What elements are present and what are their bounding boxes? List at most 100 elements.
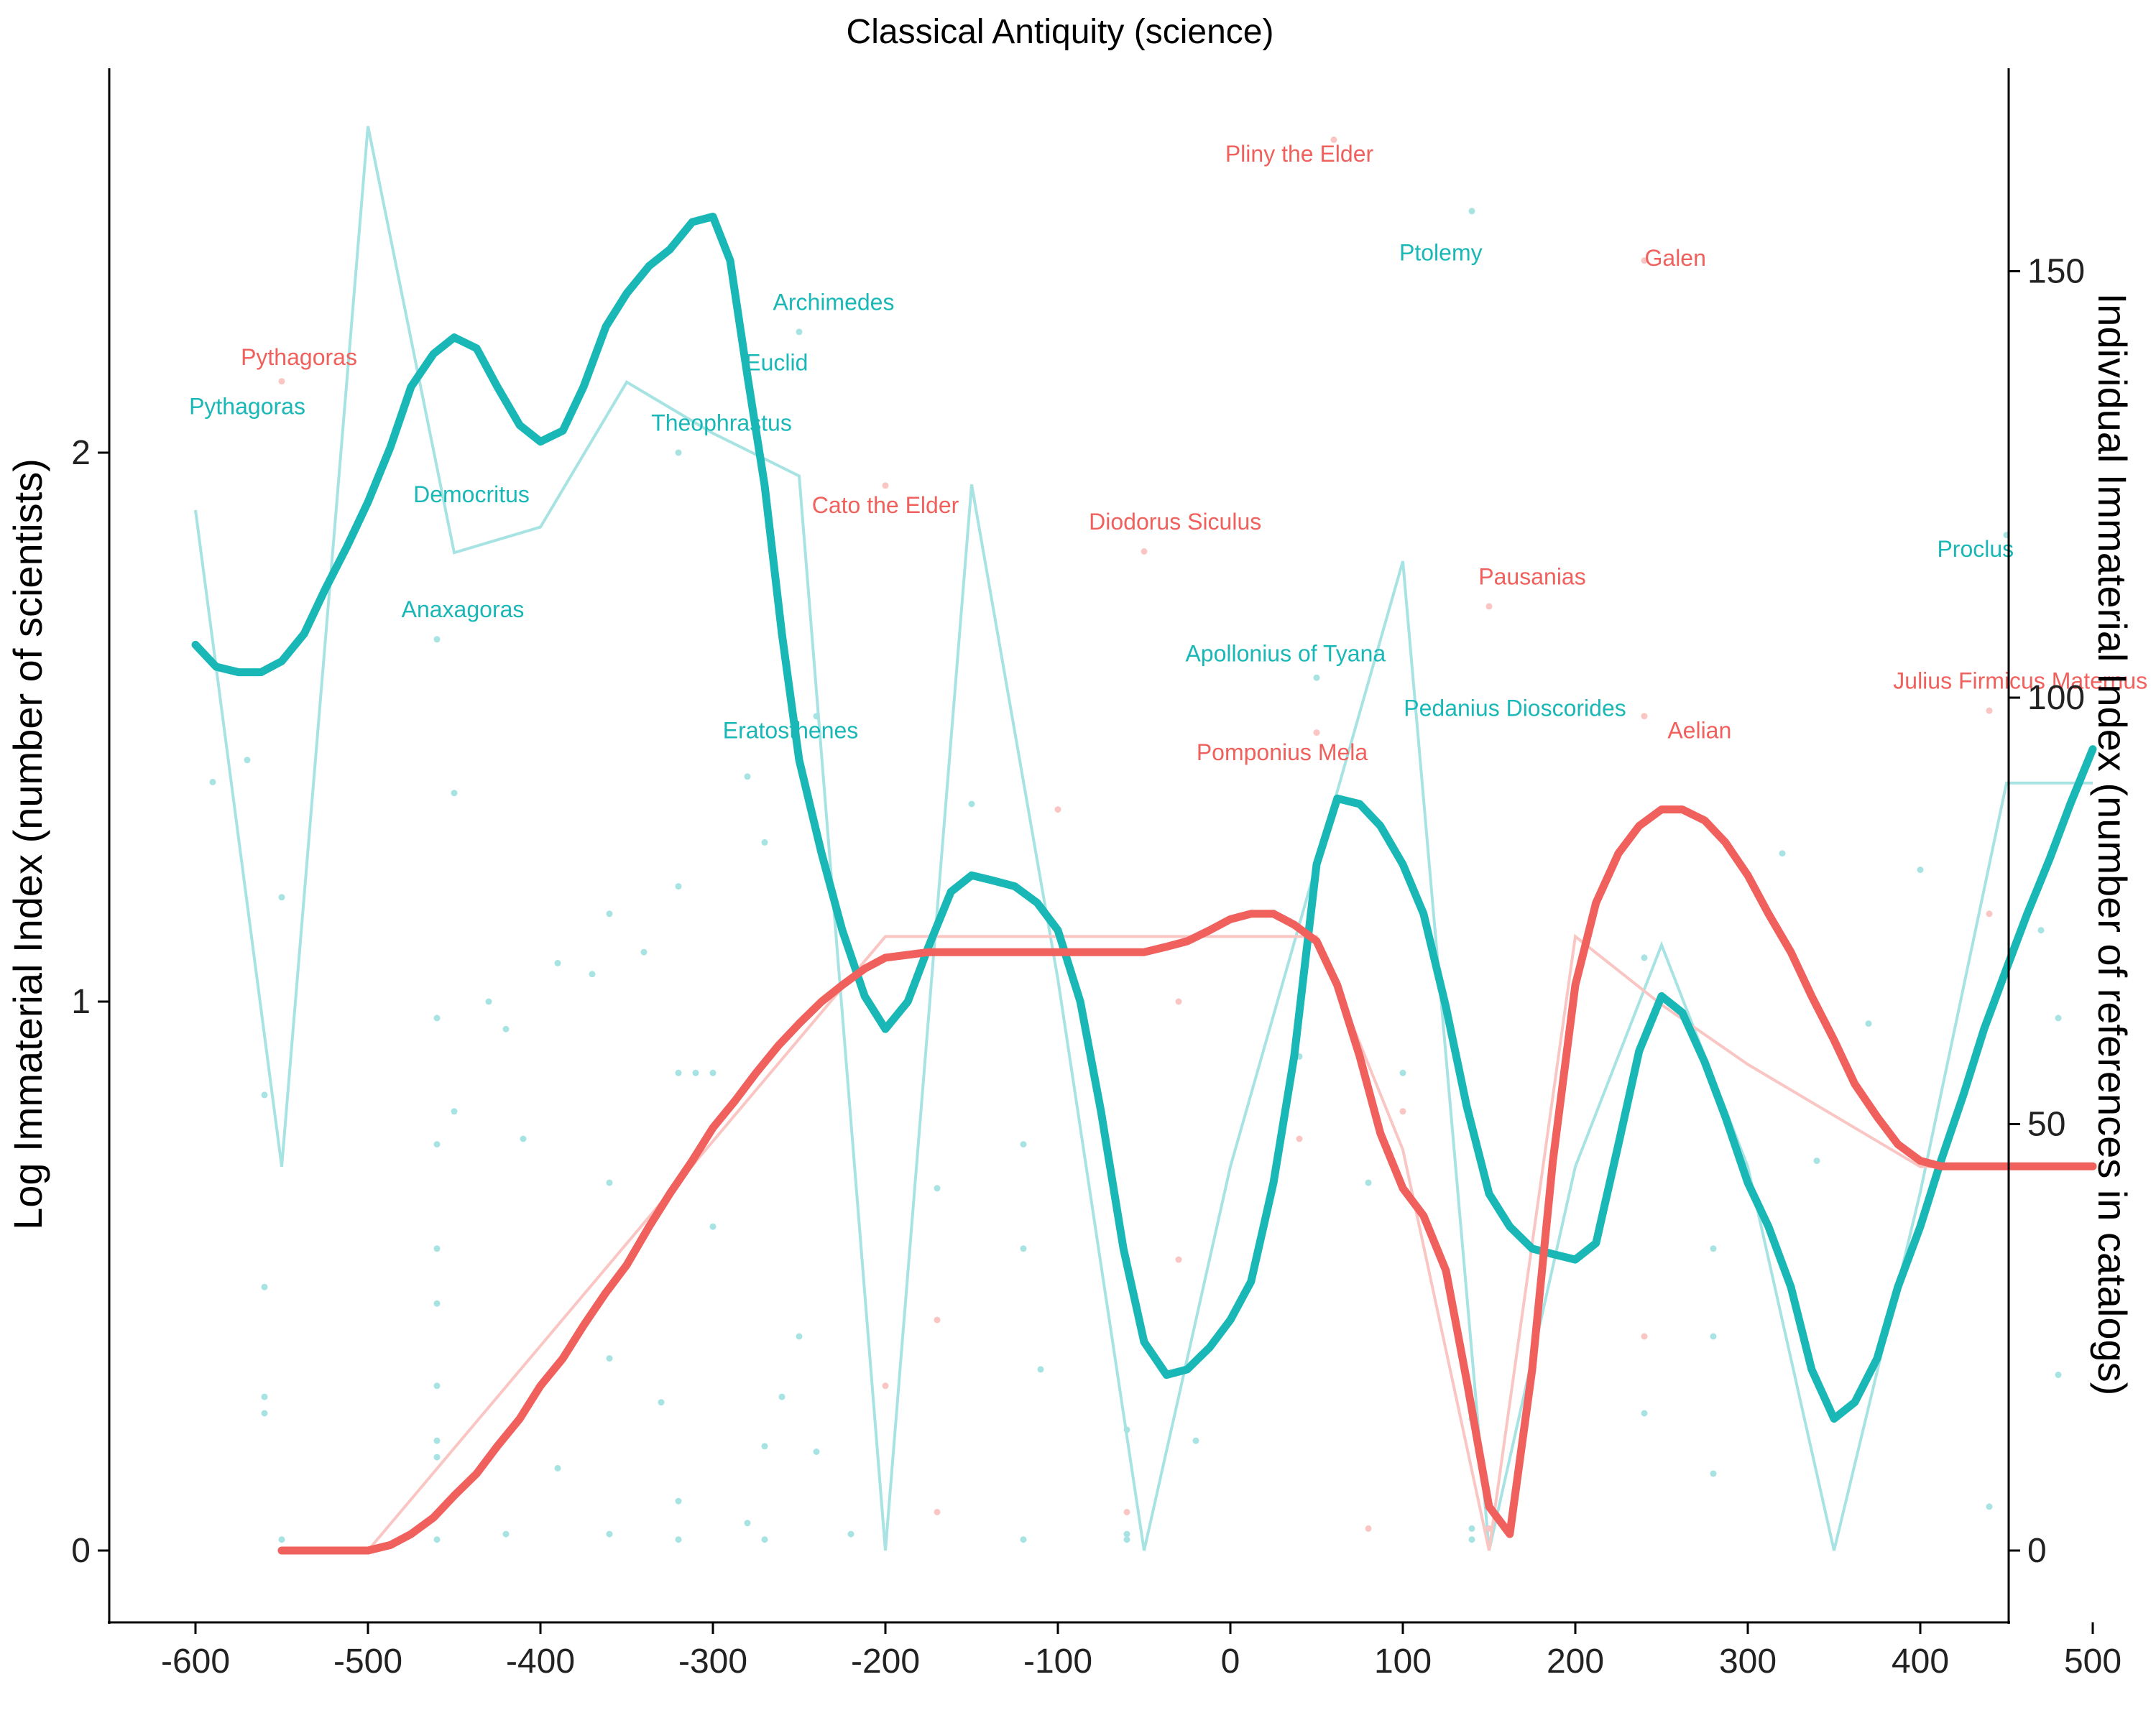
x-tick-label: -200: [851, 1642, 920, 1681]
data-point-teal: [554, 1464, 561, 1471]
data-point-teal: [778, 1393, 786, 1400]
data-point-teal: [1986, 1503, 1993, 1510]
data-point-teal: [433, 1454, 441, 1461]
data-point-teal: [744, 1520, 751, 1527]
data-point-red: [1399, 1108, 1406, 1115]
data-point-teal: [451, 1108, 458, 1115]
individual-line-red: [282, 933, 2093, 1552]
data-point-teal: [1468, 1536, 1475, 1543]
annotations-layer: Pythagoras Pythagoras Democritus Anaxagoras…: [189, 141, 2147, 765]
data-point-teal: [1468, 208, 1475, 215]
annotation-label: Pedanius Dioscorides: [1404, 696, 1626, 721]
x-tick-label: 200: [1547, 1642, 1604, 1681]
data-point-teal: [1710, 1245, 1717, 1252]
data-point-teal: [761, 838, 768, 846]
data-point-red: [882, 482, 889, 489]
data-point-teal: [1365, 1179, 1372, 1186]
data-point-teal: [502, 1530, 510, 1538]
x-tick-label: 100: [1374, 1642, 1432, 1681]
data-point-teal: [606, 1355, 613, 1362]
annotation-label: Anaxagoras: [402, 596, 525, 622]
data-point-teal: [675, 1536, 682, 1543]
data-point-teal: [1779, 850, 1786, 857]
data-point-teal: [278, 1536, 285, 1543]
data-point-teal: [433, 636, 441, 643]
data-point-teal: [709, 1069, 717, 1076]
data-point-teal: [554, 960, 561, 966]
x-tick-label: 0: [1221, 1642, 1240, 1681]
data-point-red: [1365, 1525, 1372, 1532]
left-axis-label: Log Immaterial Index (number of scientis…: [5, 458, 50, 1230]
y-right-tick-label: 100: [2027, 679, 2085, 717]
data-point-teal: [1192, 1437, 1199, 1444]
data-point-teal: [761, 1536, 768, 1543]
data-point-teal: [2055, 1015, 2062, 1022]
data-point-teal: [485, 998, 492, 1005]
smooth-line-teal: [191, 213, 2097, 1423]
data-point-red: [1054, 806, 1061, 813]
annotation-label: Pliny the Elder: [1225, 141, 1374, 167]
annotation-label: Julius Firmicus Maternus: [1893, 668, 2147, 694]
data-point-red: [1296, 1135, 1303, 1142]
data-point-teal: [278, 894, 285, 901]
annotation-label: Cato the Elder: [812, 492, 959, 518]
data-point-red: [1313, 729, 1320, 736]
y-left-tick-label: 1: [71, 983, 91, 1021]
data-point-red: [1641, 713, 1648, 720]
annotation-label: Pausanias: [1478, 563, 1585, 589]
data-point-teal: [261, 1283, 268, 1290]
data-point-teal: [261, 1091, 268, 1099]
data-point-teal: [589, 971, 596, 978]
smooth-line-red: [277, 805, 2097, 1555]
annotation-label: Theophrastus: [651, 410, 792, 435]
data-point-teal: [1917, 867, 1924, 874]
data-point-red: [1986, 910, 1993, 918]
ticks-layer: -600 -500 -400 -300 -200 -100 0 100 200 300 400 500…: [71, 253, 2122, 1681]
data-point-teal: [1468, 1525, 1475, 1532]
data-point-teal: [675, 1497, 682, 1505]
data-point-teal: [1037, 1366, 1044, 1373]
data-point-teal: [433, 1536, 441, 1543]
data-point-teal: [433, 1382, 441, 1390]
data-point-red: [1641, 257, 1648, 264]
data-point-teal: [675, 883, 682, 890]
data-point-teal: [606, 1530, 613, 1538]
data-point-teal: [606, 910, 613, 918]
data-point-teal: [640, 948, 648, 956]
data-point-red: [1641, 1333, 1648, 1340]
data-point-teal: [1020, 1141, 1027, 1148]
x-tick-label: -400: [506, 1642, 575, 1681]
annotation-label: Diodorus Siculus: [1089, 509, 1261, 535]
data-point-teal: [433, 1141, 441, 1148]
data-point-teal: [1710, 1333, 1717, 1340]
data-point-teal: [692, 1069, 699, 1076]
data-point-teal: [1399, 1069, 1406, 1076]
data-point-teal: [433, 1437, 441, 1444]
data-point-teal: [451, 790, 458, 797]
data-point-teal: [675, 1069, 682, 1076]
annotation-label: Ptolemy: [1399, 240, 1483, 266]
data-point-teal: [813, 1449, 820, 1455]
data-point-red: [1141, 548, 1148, 555]
data-point-teal: [502, 1025, 510, 1032]
data-point-teal: [606, 1179, 613, 1186]
annotation-label: Democritus: [413, 481, 530, 507]
data-point-red: [882, 1382, 889, 1390]
data-point-teal: [968, 800, 975, 808]
data-point-red: [934, 1316, 941, 1323]
data-point-red: [1485, 1525, 1493, 1532]
y-right-tick-label: 50: [2027, 1106, 2065, 1144]
data-point-teal: [244, 757, 251, 764]
data-point-teal: [2037, 927, 2045, 934]
data-point-teal: [433, 1300, 441, 1307]
x-tick-label: 400: [1892, 1642, 1949, 1681]
x-tick-label: -100: [1023, 1642, 1092, 1681]
annotation-label: Euclid: [745, 349, 808, 375]
data-point-teal: [796, 328, 803, 336]
data-point-teal: [761, 1443, 768, 1450]
data-point-teal: [934, 1185, 941, 1192]
data-point-teal: [1813, 1158, 1820, 1165]
annotation-label: Proclus: [1937, 536, 2014, 562]
